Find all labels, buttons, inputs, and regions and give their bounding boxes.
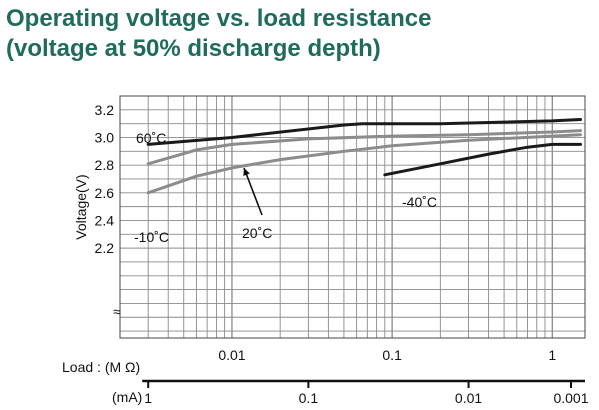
y-tick-label: 2.4 [95,212,115,228]
y-tick-label: 3.0 [95,129,115,145]
x-tick-label-load: 1 [548,347,556,363]
y-tick-labels: 3.2 3.0 2.8 2.6 2.4 2.2 [95,102,115,256]
y-tick-label: 2.8 [95,157,115,173]
annotation-arrow [243,167,263,216]
annotation-label: 20˚C [242,225,272,241]
y-tick-label: 2.2 [95,240,115,256]
series-line [146,133,582,195]
x-tick-label-current: 0.1 [299,390,319,406]
chart-title-line-1: Operating voltage vs. load resistance [6,5,432,32]
y-tick-label: 3.2 [95,102,115,118]
x-axis-current-label: (mA) [112,389,142,405]
series-layer [146,118,582,195]
x-tick-label-load: 0.01 [218,347,245,363]
annotation-layer: 60˚C 20˚C -10˚C -40˚C [134,130,437,245]
x-tick-label-current: 1 [144,390,152,406]
x-tick-label-current: 0.001 [553,390,588,406]
annotation-label: 60˚C [136,130,166,146]
y-tick-label: 2.6 [95,185,115,201]
plot-frame [119,95,586,339]
annotation-arrowhead [243,168,250,176]
series-line [146,118,582,146]
x-axis-load: Load : (M Ω) 0.01 0.1 1 [62,347,556,375]
chart-title: Operating voltage vs. load resistance (v… [6,4,431,64]
axis-break-mark: ≈ [113,303,121,319]
x-axis-load-label: Load : (M Ω) [62,359,140,375]
chart-title-line-2: (voltage at 50% discharge depth) [6,35,381,62]
y-axis-label: Voltage(V) [73,174,89,239]
x-axis-current: (mA) 1 0.1 0.01 0.001 [112,379,589,406]
series-line [146,129,582,166]
annotation-label: -10˚C [134,229,169,245]
x-tick-label-load: 0.1 [382,347,402,363]
x-tick-label-current: 0.01 [455,390,482,406]
series-line [383,142,582,177]
annotation-label: -40˚C [402,194,437,210]
